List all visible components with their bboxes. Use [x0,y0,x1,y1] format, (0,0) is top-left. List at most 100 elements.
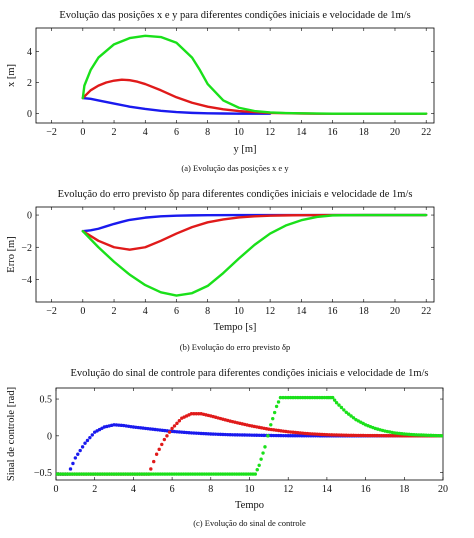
data-point [429,433,433,438]
data-point [152,459,156,464]
data-point [431,433,436,438]
y-tick-label: −0.5 [34,468,52,479]
x-tick-label: 12 [265,306,275,317]
data-point [342,408,346,412]
x-tick-label: 20 [390,127,400,138]
x-tick-label: 18 [399,484,409,495]
data-point [197,431,201,436]
series-2-line [81,78,428,115]
data-point [223,432,228,437]
data-point [160,442,164,447]
data-point [218,432,223,437]
data-point [407,432,411,437]
data-point [332,433,336,437]
data-point [412,433,416,437]
data-point [419,433,423,437]
x-tick-label: 6 [174,306,179,317]
data-point [252,433,257,437]
y-tick-label: 2 [27,78,32,89]
y-tick-label: 0.5 [40,395,53,406]
y-axis-label: x [m] [6,64,17,87]
data-point [255,467,259,472]
data-point [315,432,319,436]
data-point [259,433,264,438]
data-point [332,398,337,402]
data-point [346,412,351,416]
data-point [68,467,73,471]
data-point [351,416,356,420]
data-point [301,395,305,400]
data-point [184,430,189,435]
data-point [279,433,283,438]
data-point [175,421,179,426]
data-point [194,412,198,416]
chart-title: Evolução das posições x e y para diferen… [59,10,410,21]
data-point [226,432,230,437]
x-tick-label: 12 [283,484,293,495]
data-point [78,448,82,453]
data-point [71,461,75,466]
data-point [245,433,249,437]
data-point [313,395,317,400]
x-tick-label: 10 [245,484,255,495]
x-tick-label: 4 [143,127,148,138]
y-tick-label: 0 [27,211,32,222]
x-tick-label: 4 [143,306,148,317]
data-point [114,423,119,427]
data-point [325,433,329,437]
chart-panel-3 [55,387,444,481]
data-point [257,433,261,437]
x-tick-label: 8 [208,484,213,495]
data-point [271,416,275,421]
chart-title: Evolução do sinal de controle para difer… [70,368,428,379]
x-tick-label: 14 [322,484,332,495]
data-point [349,414,353,418]
x-tick-label: 20 [438,484,448,495]
x-tick-label: 14 [296,306,306,317]
data-point [327,433,332,437]
data-point [233,433,237,437]
x-tick-label: 2 [92,484,97,495]
data-point [356,433,361,438]
data-point [172,424,177,428]
data-point [276,400,281,404]
data-point [263,445,267,449]
series-3-points [56,395,443,476]
data-point [261,451,265,455]
series-1-line [81,96,272,115]
x-tick-label: 0 [80,127,85,138]
data-point [262,433,266,438]
data-point [351,433,356,438]
data-point [189,412,194,416]
x-tick-label: 10 [234,306,244,317]
x-tick-label: 0 [80,306,85,317]
data-point [284,433,288,438]
data-point [305,431,310,436]
data-point [175,430,179,434]
data-point [317,395,322,400]
data-point [182,430,186,435]
x-tick-label: 0 [54,484,59,495]
data-point [274,433,278,438]
data-point [339,405,344,410]
data-point [330,433,334,437]
data-point [211,432,215,436]
data-point [291,395,295,400]
data-point [216,432,220,436]
data-point [283,395,288,400]
chart-panel-1 [35,27,435,124]
data-point [172,429,177,434]
series-group [81,34,428,115]
data-point [303,395,307,400]
data-point [255,433,259,437]
data-point [204,432,208,436]
data-point [402,432,406,436]
data-point [346,433,351,437]
data-point [206,432,211,436]
figure-caption: (b) Evolução do erro previsto δp [180,342,290,352]
data-point [339,433,344,437]
data-point [308,432,312,436]
data-point [213,432,218,436]
x-tick-label: 4 [131,484,136,495]
